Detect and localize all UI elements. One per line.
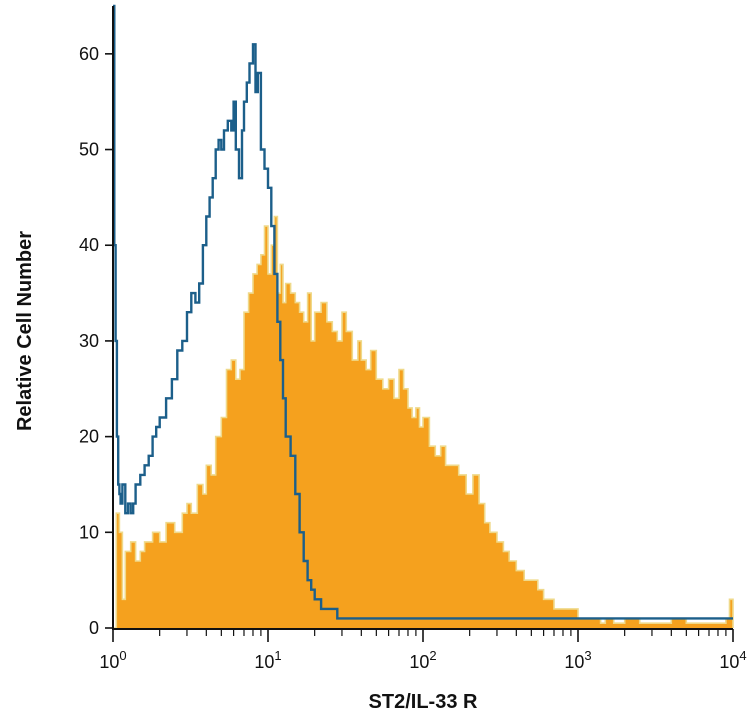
axes: [105, 6, 734, 642]
y-tick-label: 30: [79, 331, 99, 351]
x-tick-label: 100: [99, 648, 126, 672]
x-tick-label: 102: [409, 648, 436, 672]
y-tick-label: 60: [79, 44, 99, 64]
y-tick-label: 20: [79, 427, 99, 447]
x-tick-label: 103: [564, 648, 591, 672]
series-outline-line: [113, 4, 733, 620]
series-filled-edge: [113, 215, 734, 629]
y-tick-label: 0: [89, 618, 99, 638]
x-tick-label: 101: [254, 648, 281, 672]
tick-labels: 0 10 20 30 40 50 60 100 101 102 103 104: [79, 44, 747, 672]
y-tick-label: 10: [79, 522, 99, 542]
x-tick-label: 104: [719, 648, 746, 672]
y-tick-label: 50: [79, 140, 99, 160]
x-axis-title: ST2/IL-33 R: [369, 691, 478, 713]
y-tick-label: 40: [79, 235, 99, 255]
y-axis-title: Relative Cell Number: [14, 231, 36, 431]
plot-area: [113, 4, 734, 629]
